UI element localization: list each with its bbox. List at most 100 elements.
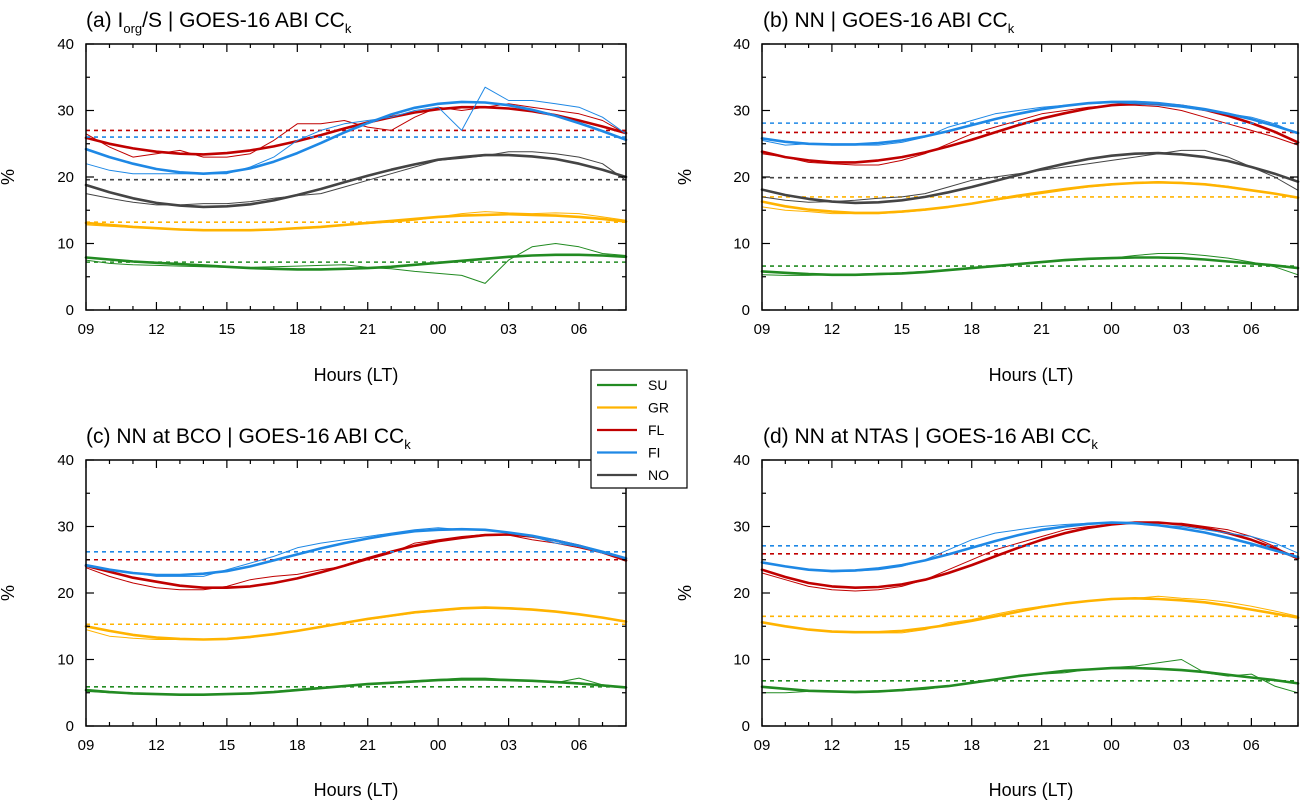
y-tick-label: 20 — [57, 169, 74, 186]
panel-c-fl-fit-line — [84, 533, 628, 590]
y-tick-label: 10 — [57, 236, 74, 253]
legend-label-su: SU — [648, 377, 667, 393]
panel-a-fl-raw-line — [85, 103, 627, 158]
x-tick-label: 00 — [1103, 321, 1120, 338]
x-tick-label: 15 — [893, 737, 910, 754]
x-tick-label: 09 — [754, 321, 771, 338]
y-tick-label: 40 — [733, 36, 750, 53]
panel-a-title: (a) Iorg/S | GOES-16 ABI CCk — [86, 9, 352, 36]
panel-c: (c) NN at BCO | GOES-16 ABI CCk % Hours … — [0, 425, 628, 800]
panel-d-su-raw-line — [762, 659, 1299, 694]
y-tick-label: 20 — [733, 585, 750, 602]
panel-d: (d) NN at NTAS | GOES-16 ABI CCk % Hours… — [675, 425, 1300, 800]
x-tick-label: 18 — [289, 737, 306, 754]
panel-a-su-fit-line — [84, 253, 628, 271]
panel-d-gr-raw-line — [761, 595, 1299, 634]
x-tick-label: 21 — [359, 737, 376, 754]
y-tick-label: 30 — [57, 519, 74, 536]
panel-b-no-fit-line — [760, 151, 1300, 205]
x-tick-label: 06 — [1243, 321, 1260, 338]
y-tick-label: 30 — [733, 519, 750, 536]
legend-label-fl: FL — [648, 422, 665, 438]
x-tick-label: 21 — [1033, 321, 1050, 338]
legend-label-no: NO — [648, 467, 669, 483]
x-tick-label: 18 — [963, 321, 980, 338]
y-tick-label: 10 — [57, 652, 74, 669]
x-tick-label: 12 — [824, 321, 841, 338]
x-tick-label: 21 — [1033, 737, 1050, 754]
panel-d-ticks: 09 12 15 18 21 00 03 06 0 10 20 30 40 — [733, 452, 1299, 754]
legend-label-fi: FI — [648, 445, 660, 461]
panel-b-gr-fit-line — [760, 181, 1300, 215]
x-tick-label: 12 — [148, 737, 165, 754]
y-tick-label: 40 — [733, 452, 750, 469]
panel-d-gr-fit-line — [760, 596, 1300, 634]
y-tick-label: 10 — [733, 652, 750, 669]
panel-c-xlabel: Hours (LT) — [314, 780, 399, 800]
x-tick-label: 12 — [148, 321, 165, 338]
panel-d-frame — [761, 459, 1299, 727]
panel-d-su-fit-line — [760, 666, 1300, 694]
panel-b-fi-fit-line — [760, 100, 1300, 146]
panel-d-ylabel: % — [675, 585, 695, 601]
panel-d-title: (d) NN at NTAS | GOES-16 ABI CCk — [763, 425, 1098, 452]
y-tick-label: 0 — [66, 718, 74, 735]
panel-c-ylabel: % — [0, 585, 18, 601]
panel-a-fi-fit-line — [84, 100, 628, 175]
panel-d-series — [760, 521, 1300, 694]
panel-d-xlabel: Hours (LT) — [989, 780, 1074, 800]
x-tick-label: 15 — [893, 321, 910, 338]
y-tick-label: 0 — [742, 302, 750, 319]
panel-c-series — [84, 527, 628, 697]
y-tick-label: 10 — [733, 236, 750, 253]
y-tick-label: 40 — [57, 36, 74, 53]
x-tick-label: 18 — [963, 737, 980, 754]
x-tick-label: 00 — [430, 321, 447, 338]
x-tick-label: 12 — [824, 737, 841, 754]
y-tick-label: 20 — [57, 585, 74, 602]
x-tick-label: 03 — [1173, 737, 1190, 754]
y-tick-label: 40 — [57, 452, 74, 469]
panel-a-gr-fit-line — [84, 212, 628, 232]
panel-a-fi-raw-line — [85, 86, 627, 175]
panel-b-xlabel: Hours (LT) — [989, 365, 1074, 385]
x-tick-label: 15 — [219, 737, 236, 754]
y-tick-label: 30 — [57, 103, 74, 120]
panel-d-fl-raw-line — [761, 522, 1299, 592]
x-tick-label: 09 — [754, 737, 771, 754]
x-tick-label: 06 — [571, 737, 588, 754]
panel-b-title: (b) NN | GOES-16 ABI CCk — [763, 9, 1015, 36]
y-tick-label: 0 — [66, 302, 74, 319]
y-tick-label: 20 — [733, 169, 750, 186]
legend: SU GR FL FI NO — [590, 369, 688, 489]
x-tick-label: 21 — [359, 321, 376, 338]
y-tick-label: 30 — [733, 103, 750, 120]
panel-c-ticks: 09 12 15 18 21 00 03 06 0 10 20 30 40 — [57, 452, 627, 754]
legend-label-gr: GR — [648, 400, 669, 416]
panel-b-su-fit-line — [760, 256, 1300, 277]
panel-a-frame — [85, 43, 627, 311]
panel-b: (b) NN | GOES-16 ABI CCk % Hours (LT) 09… — [675, 9, 1300, 385]
x-tick-label: 03 — [500, 321, 517, 338]
y-tick-label: 0 — [742, 718, 750, 735]
panel-c-su-fit-line — [84, 678, 628, 697]
x-tick-label: 00 — [1103, 737, 1120, 754]
panel-a-no-fit-line — [84, 153, 628, 209]
panel-a-su-raw-line — [85, 243, 627, 284]
x-tick-label: 06 — [571, 321, 588, 338]
panel-b-ticks: 09 12 15 18 21 00 03 06 0 10 20 30 40 — [733, 36, 1299, 338]
x-tick-label: 18 — [289, 321, 306, 338]
panel-a-ticks: 09 12 15 18 21 00 03 06 0 10 20 30 40 — [57, 36, 627, 338]
panel-b-fl-raw-line — [761, 104, 1299, 166]
x-tick-label: 15 — [219, 321, 236, 338]
panel-b-series — [760, 100, 1300, 277]
x-tick-label: 09 — [78, 737, 95, 754]
panel-a-series — [84, 86, 628, 284]
x-tick-label: 03 — [500, 737, 517, 754]
panel-b-ylabel: % — [675, 169, 695, 185]
panel-a-ylabel: % — [0, 169, 18, 185]
panel-c-fi-fit-line — [84, 527, 628, 577]
panel-d-fl-fit-line — [760, 521, 1300, 590]
panel-b-su-raw-line — [761, 253, 1299, 276]
